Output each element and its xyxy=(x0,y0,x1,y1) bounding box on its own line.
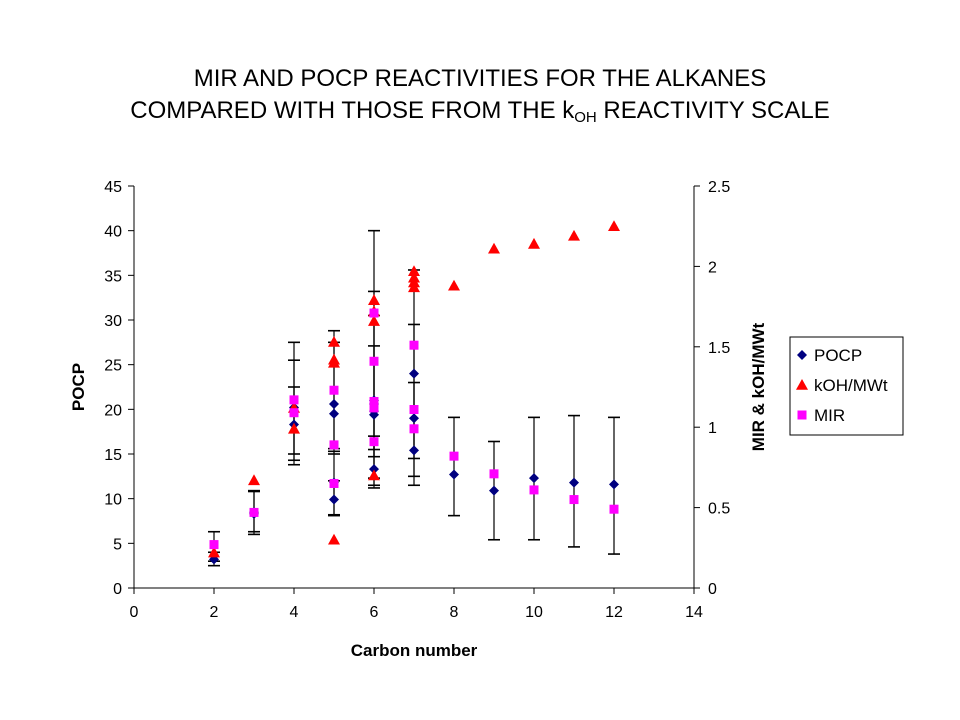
point-square xyxy=(289,395,299,405)
point-square xyxy=(329,385,339,395)
point-diamond xyxy=(569,477,579,488)
point-diamond xyxy=(329,408,339,419)
y-axis-title-left: POCP xyxy=(69,363,88,411)
legend-box xyxy=(789,336,904,436)
point-diamond xyxy=(409,445,419,456)
point-diamond xyxy=(449,469,459,480)
x-tick-label: 12 xyxy=(605,604,623,621)
point-triangle xyxy=(328,335,340,347)
point-diamond xyxy=(369,464,379,475)
point-triangle xyxy=(448,279,460,291)
point-triangle xyxy=(488,242,500,254)
x-tick-label: 2 xyxy=(210,604,219,621)
x-tick-label: 8 xyxy=(450,604,459,621)
point-triangle xyxy=(328,533,340,545)
point-triangle xyxy=(368,294,380,305)
y-tick-label-right: 1 xyxy=(708,420,717,437)
title-suffix: REACTIVITY SCALE xyxy=(596,97,830,124)
point-diamond xyxy=(409,368,419,379)
point-square xyxy=(369,437,379,447)
title-subscript: OH xyxy=(574,109,597,126)
point-square xyxy=(609,504,619,514)
legend-marker-triangle xyxy=(796,379,808,390)
y-tick-label-left: 25 xyxy=(104,358,122,375)
point-square xyxy=(409,424,419,434)
point-diamond xyxy=(529,473,539,484)
point-diamond xyxy=(489,485,499,496)
point-triangle xyxy=(568,229,580,241)
point-diamond xyxy=(409,413,419,424)
point-square xyxy=(409,405,419,415)
title-prefix: COMPARED WITH THOSE FROM THE k xyxy=(130,97,575,124)
chart-title-line1: MIR AND POCP REACTIVITIES FOR THE ALKANE… xyxy=(193,65,767,92)
point-triangle xyxy=(608,220,620,231)
y-tick-label-left: 45 xyxy=(104,179,122,196)
x-tick-label: 10 xyxy=(525,604,543,621)
legend-label: MIR xyxy=(814,406,845,425)
legend: POCP kOH/MWt MIR xyxy=(789,336,904,436)
y-tick-label-left: 20 xyxy=(104,402,122,419)
legend-marker-square xyxy=(797,410,807,420)
x-tick-label: 6 xyxy=(370,604,379,621)
point-triangle xyxy=(528,237,540,249)
point-square xyxy=(369,396,379,406)
y-tick-label-right: 2 xyxy=(708,259,717,276)
chart-title-line2: COMPARED WITH THOSE FROM THE kOH REACTIV… xyxy=(0,96,960,126)
marks-group xyxy=(208,220,620,565)
axes-group: 0 2 4 6 8 10 12 14 0 5 10 15 20 25 30 35 40 45 0 0.5 1 1.5 2 2.… xyxy=(69,179,768,660)
point-square xyxy=(489,469,499,479)
point-square xyxy=(409,340,419,350)
point-triangle xyxy=(328,353,340,365)
y-tick-label-left: 40 xyxy=(104,224,122,241)
y-tick-label-left: 30 xyxy=(104,313,122,330)
legend-label: POCP xyxy=(814,346,862,365)
point-square xyxy=(209,540,219,550)
point-triangle xyxy=(248,474,260,486)
y-tick-label-left: 35 xyxy=(104,268,122,285)
y-tick-label-right: 2.5 xyxy=(708,179,730,196)
y-tick-label-right: 1.5 xyxy=(708,340,730,357)
point-square xyxy=(249,507,259,517)
y-tick-label-left: 10 xyxy=(104,492,122,509)
point-square xyxy=(369,308,379,318)
point-square xyxy=(329,478,339,488)
point-square xyxy=(289,408,299,418)
y-axis-title-right: MIR & kOH/MWt xyxy=(749,322,768,451)
legend-label: kOH/MWt xyxy=(814,376,888,395)
point-square xyxy=(529,485,539,495)
point-square xyxy=(449,451,459,461)
y-tick-label-left: 0 xyxy=(113,581,122,598)
point-square xyxy=(369,356,379,366)
point-triangle xyxy=(288,422,300,434)
point-triangle xyxy=(208,546,220,558)
point-triangle xyxy=(368,469,380,481)
x-axis-title: Carbon number xyxy=(351,641,478,660)
point-triangle xyxy=(408,265,420,277)
y-tick-label-right: 0.5 xyxy=(708,501,730,518)
point-diamond xyxy=(609,479,619,490)
point-triangle xyxy=(368,315,380,326)
point-square xyxy=(369,403,379,413)
x-tick-label: 0 xyxy=(130,604,139,621)
y-tick-label-left: 5 xyxy=(113,536,122,553)
x-tick-label: 14 xyxy=(685,604,703,621)
point-diamond xyxy=(329,398,339,409)
point-square xyxy=(569,495,579,505)
y-tick-label-left: 15 xyxy=(104,447,122,464)
legend-marker-diamond xyxy=(797,350,807,360)
point-triangle xyxy=(408,271,420,283)
point-square xyxy=(329,440,339,450)
point-diamond xyxy=(329,494,339,505)
x-tick-label: 4 xyxy=(290,604,299,621)
y-tick-label-right: 0 xyxy=(708,581,717,598)
